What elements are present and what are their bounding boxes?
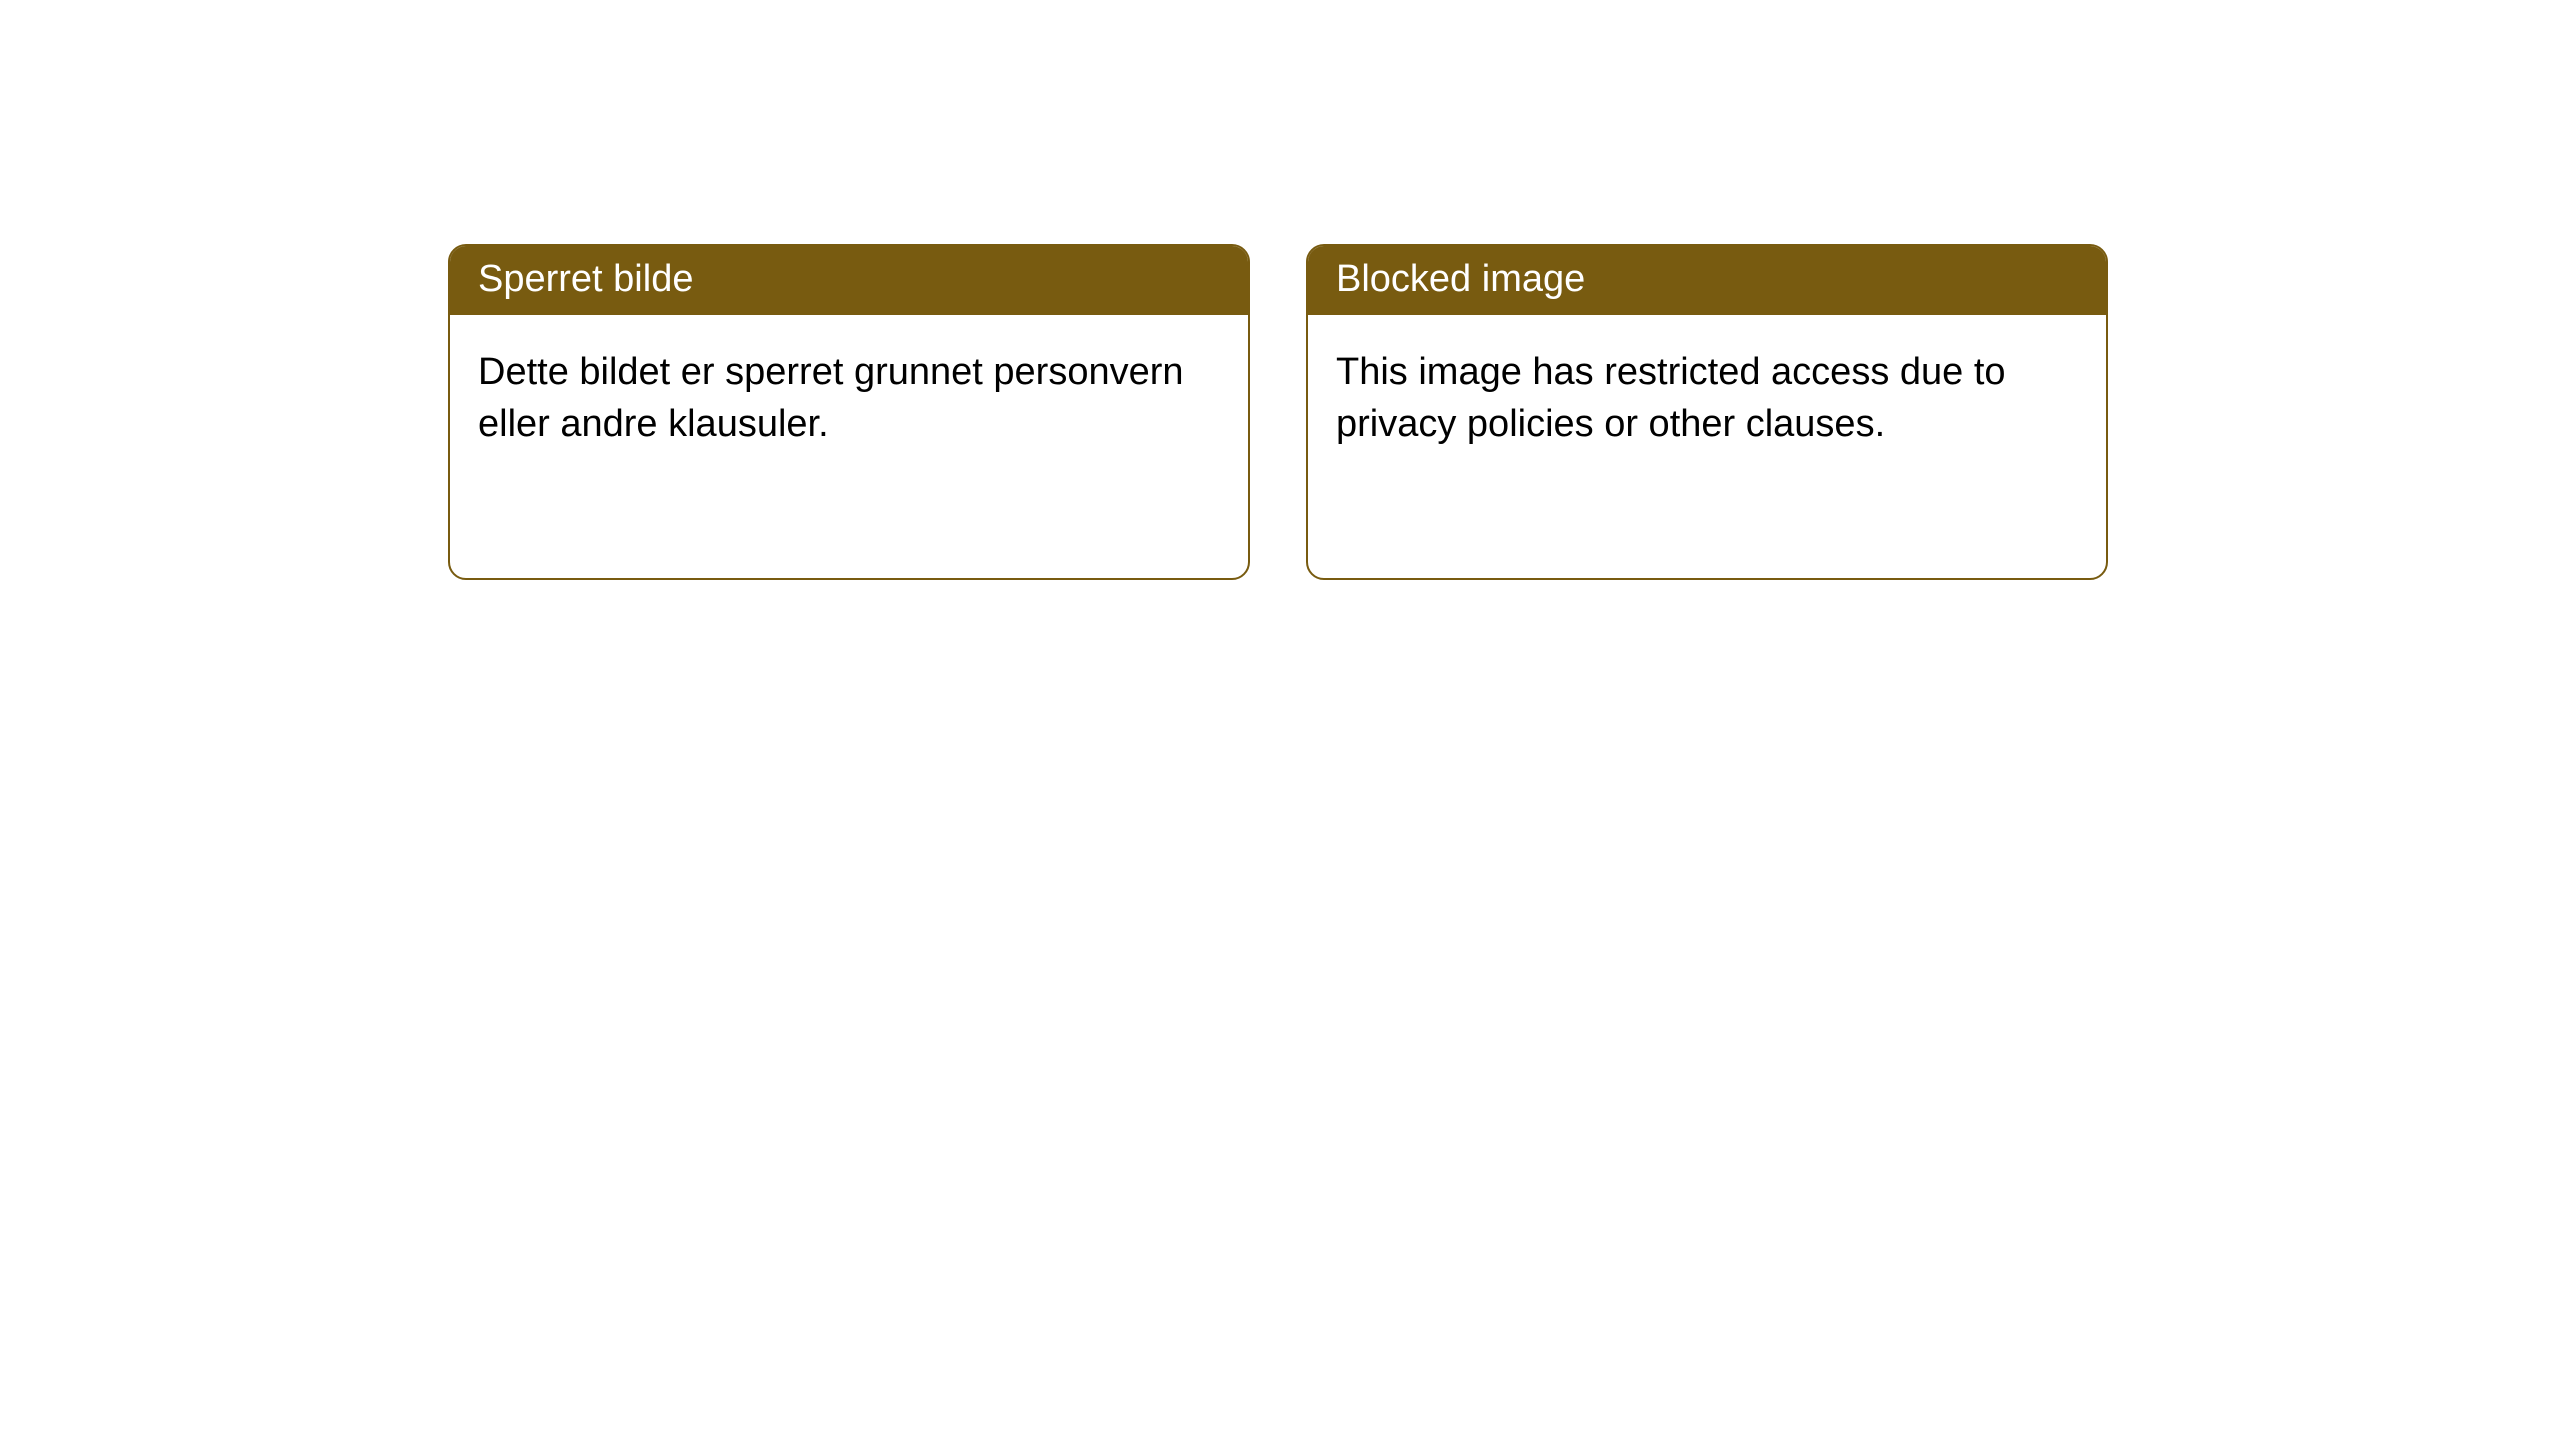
card-title-english: Blocked image [1336, 258, 1585, 300]
card-header-english: Blocked image [1308, 246, 2106, 315]
card-text-english: This image has restricted access due to … [1336, 351, 2006, 444]
card-title-norwegian: Sperret bilde [478, 258, 693, 300]
card-text-norwegian: Dette bildet er sperret grunnet personve… [478, 351, 1184, 444]
card-body-norwegian: Dette bildet er sperret grunnet personve… [450, 315, 1248, 482]
card-english: Blocked image This image has restricted … [1306, 244, 2108, 580]
card-header-norwegian: Sperret bilde [450, 246, 1248, 315]
card-norwegian: Sperret bilde Dette bildet er sperret gr… [448, 244, 1250, 580]
card-body-english: This image has restricted access due to … [1308, 315, 2106, 482]
cards-container: Sperret bilde Dette bildet er sperret gr… [0, 0, 2560, 580]
